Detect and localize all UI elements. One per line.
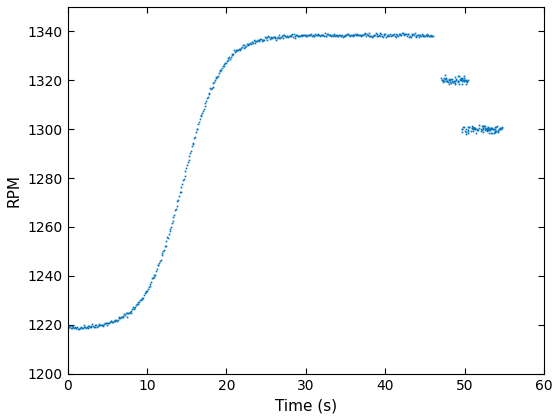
Y-axis label: RPM: RPM bbox=[7, 174, 22, 207]
X-axis label: Time (s): Time (s) bbox=[275, 398, 337, 413]
